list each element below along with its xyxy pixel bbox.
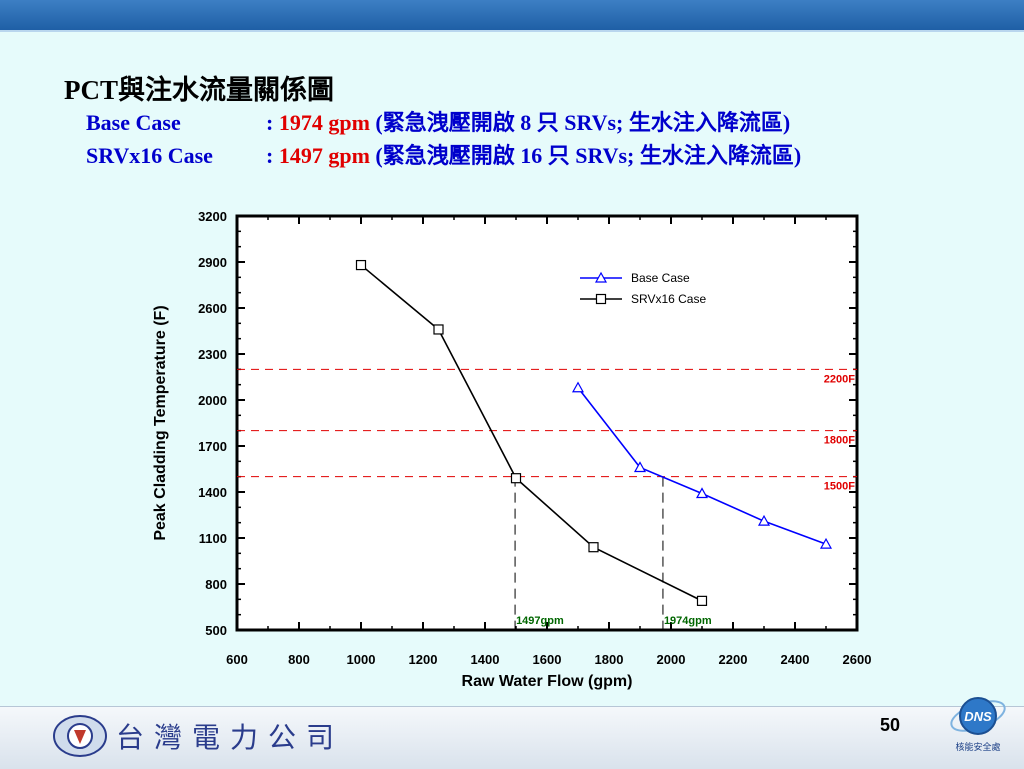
srv16-case-row: SRVx16 Case: 1497 gpm (緊急洩壓開啟 16 只 SRVs;… <box>86 139 801 172</box>
x-tick-label: 2600 <box>843 652 872 667</box>
legend-marker-0 <box>594 271 608 283</box>
reference-label-1800F: 1800F <box>824 435 855 447</box>
base-case-row: Base Case: 1974 gpm (緊急洩壓開啟 8 只 SRVs; 生水… <box>86 106 801 139</box>
srv16-case-note: (緊急洩壓開啟 16 只 SRVs; 生水注入降流區) <box>375 143 802 168</box>
top-banner <box>0 0 1024 32</box>
y-tick-label: 1700 <box>198 439 227 454</box>
dns-logo-icon: DNS <box>950 697 1006 735</box>
base-case-separator: : <box>266 110 279 135</box>
data-point-series-0 <box>571 381 585 393</box>
y-tick-label: 800 <box>205 577 227 592</box>
flow-label-1497gpm: 1497gpm <box>516 615 564 627</box>
taipower-logo-icon <box>53 715 107 757</box>
footer-bar <box>0 706 1024 769</box>
reference-label-1500F: 1500F <box>824 481 855 493</box>
x-tick-label: 1800 <box>595 652 624 667</box>
x-tick-label: 1000 <box>347 652 376 667</box>
reference-label-2200F: 2200F <box>824 373 855 385</box>
base-case-value: 1974 gpm <box>278 110 370 135</box>
x-tick-label: 2400 <box>781 652 810 667</box>
company-name: 台灣電力公司 <box>116 721 345 754</box>
y-tick-label: 1100 <box>199 531 227 546</box>
y-axis-label: Peak Cladding Temperature (F) <box>152 305 169 540</box>
plot-area <box>235 214 859 632</box>
x-tick-label: 2000 <box>657 652 686 667</box>
x-tick-label: 800 <box>288 652 310 667</box>
base-case-note: (緊急洩壓開啟 8 只 SRVs; 生水注入降流區) <box>375 110 791 135</box>
data-point-series-1 <box>355 259 367 271</box>
legend-marker-1 <box>595 293 607 305</box>
data-point-series-1 <box>588 542 599 553</box>
data-point-series-0 <box>633 461 647 473</box>
base-case-label: Base Case <box>86 110 181 135</box>
data-point-series-1 <box>433 324 444 335</box>
page-number: 50 <box>880 715 901 735</box>
flow-label-1974gpm: 1974gpm <box>664 615 712 627</box>
dns-logo-caption: 核能安全處 <box>955 743 1001 753</box>
y-tick-label: 1400 <box>198 485 227 500</box>
dns-logo-text: DNS <box>964 709 992 724</box>
slide-title: PCT與注水流量關係圖 <box>64 75 334 105</box>
y-tick-label: 2600 <box>198 301 227 316</box>
data-point-series-1 <box>696 595 708 606</box>
srv16-case-value: 1497 gpm <box>278 143 370 168</box>
y-tick-label: 2300 <box>198 347 227 362</box>
y-tick-label: 2900 <box>198 255 227 270</box>
x-tick-label: 2200 <box>719 652 748 667</box>
x-tick-label: 1400 <box>471 652 500 667</box>
data-point-series-0 <box>757 514 771 526</box>
x-tick-label: 600 <box>226 652 248 667</box>
y-tick-label: 2000 <box>198 393 227 408</box>
x-axis-label: Raw Water Flow (gpm) <box>462 673 633 690</box>
data-point-series-0 <box>695 487 709 499</box>
x-tick-label: 1200 <box>409 652 438 667</box>
data-point-series-0 <box>819 537 833 549</box>
legend-label-1: SRVx16 Case <box>631 292 706 306</box>
data-point-series-1 <box>510 473 522 484</box>
y-tick-label: 3200 <box>198 209 227 224</box>
srv16-case-label: SRVx16 Case <box>86 143 213 168</box>
srv16-case-separator: : <box>266 143 279 168</box>
y-tick-label: 500 <box>205 623 227 638</box>
pct-chart: 500 800 1100 1400 1700 2000 2300 2600 2900 3200 60… <box>152 209 872 690</box>
x-tick-label: 1600 <box>533 652 562 667</box>
slide-header: PCT與注水流量關係圖 Base Case: 1974 gpm (緊急洩壓開啟 … <box>64 74 801 172</box>
legend-label-0: Base Case <box>631 271 690 285</box>
